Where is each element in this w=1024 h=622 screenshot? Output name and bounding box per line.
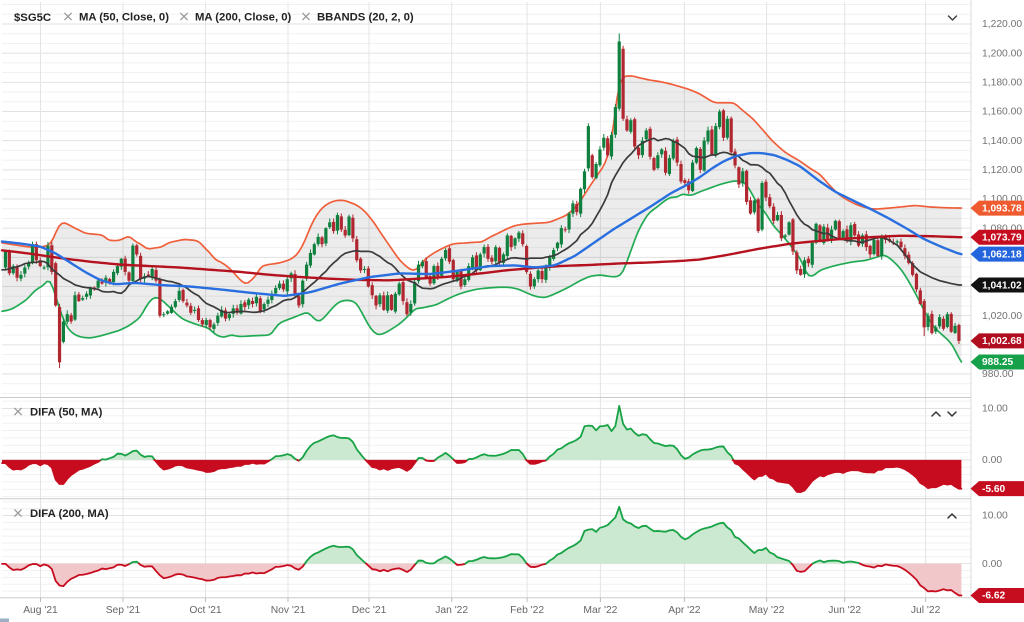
svg-text:DIFA (200, MA): DIFA (200, MA) xyxy=(30,508,109,520)
svg-text:Oct '21: Oct '21 xyxy=(189,605,222,616)
svg-text:1,093.78: 1,093.78 xyxy=(982,203,1022,214)
svg-text:1,002.68: 1,002.68 xyxy=(982,336,1022,347)
svg-text:1,020.00: 1,020.00 xyxy=(982,311,1022,322)
svg-text:0.00: 0.00 xyxy=(982,559,1002,570)
svg-text:1,120.00: 1,120.00 xyxy=(982,165,1022,176)
svg-text:DIFA (50, MA): DIFA (50, MA) xyxy=(30,407,103,419)
svg-text:1,062.18: 1,062.18 xyxy=(982,249,1022,260)
svg-text:1,200.00: 1,200.00 xyxy=(982,48,1022,59)
svg-text:1,080.00: 1,080.00 xyxy=(982,223,1022,234)
svg-text:MA (200, Close, 0): MA (200, Close, 0) xyxy=(195,12,291,24)
svg-text:1,160.00: 1,160.00 xyxy=(982,107,1022,118)
svg-text:May '22: May '22 xyxy=(749,605,785,616)
svg-text:10.00: 10.00 xyxy=(982,404,1008,415)
svg-text:-5.60: -5.60 xyxy=(982,484,1006,495)
svg-text:1,180.00: 1,180.00 xyxy=(982,78,1022,89)
svg-text:Jun '22: Jun '22 xyxy=(828,605,861,616)
svg-text:MA (50, Close, 0): MA (50, Close, 0) xyxy=(79,12,169,24)
svg-text:1,100.00: 1,100.00 xyxy=(982,194,1022,205)
svg-text:Dec '21: Dec '21 xyxy=(352,605,387,616)
svg-text:Sep '21: Sep '21 xyxy=(106,605,141,616)
svg-text:Apr '22: Apr '22 xyxy=(668,605,701,616)
svg-text:Feb '22: Feb '22 xyxy=(510,605,544,616)
svg-text:Mar '22: Mar '22 xyxy=(583,605,617,616)
svg-text:1,220.00: 1,220.00 xyxy=(982,19,1022,30)
svg-text:Aug '21: Aug '21 xyxy=(23,605,58,616)
svg-text:10.00: 10.00 xyxy=(982,511,1008,522)
svg-text:988.25: 988.25 xyxy=(982,357,1013,368)
svg-text:1,073.79: 1,073.79 xyxy=(982,233,1022,244)
svg-text:$SG5C: $SG5C xyxy=(14,12,51,24)
svg-text:1,041.02: 1,041.02 xyxy=(982,280,1022,291)
svg-text:980.00: 980.00 xyxy=(982,369,1014,380)
svg-text:-6.62: -6.62 xyxy=(982,591,1006,602)
svg-text:0.00: 0.00 xyxy=(982,455,1002,466)
svg-text:1,140.00: 1,140.00 xyxy=(982,136,1022,147)
svg-text:Jul '22: Jul '22 xyxy=(911,605,941,616)
svg-text:Jan '22: Jan '22 xyxy=(435,605,468,616)
svg-text:BBANDS (20, 2, 0): BBANDS (20, 2, 0) xyxy=(317,12,414,24)
svg-text:Nov '21: Nov '21 xyxy=(271,605,306,616)
